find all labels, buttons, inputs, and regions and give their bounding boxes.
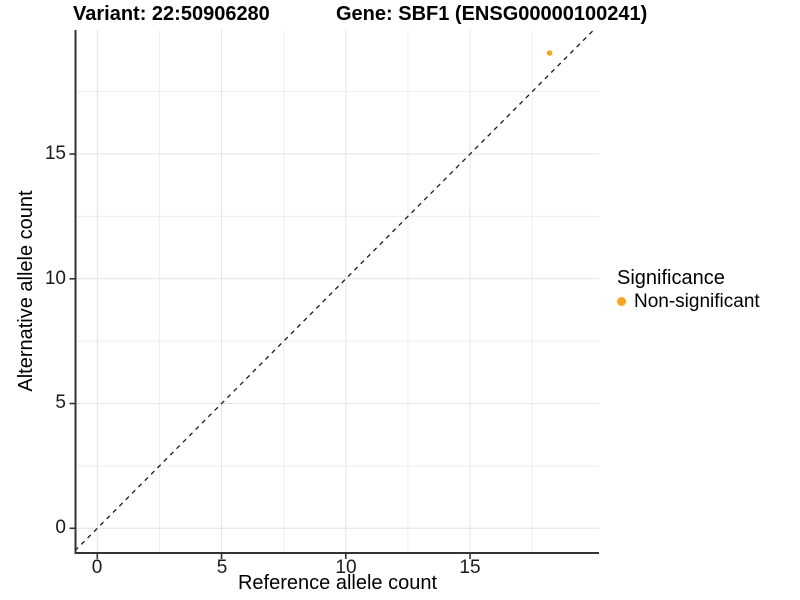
data-point [546, 50, 553, 56]
x-axis-tick-label: 10 [335, 557, 357, 578]
y-axis-tick-label: 10 [44, 268, 66, 289]
x-axis-tick-label: 5 [216, 557, 228, 578]
y-axis-tick-label: 0 [55, 517, 66, 538]
y-axis-tick-label: 15 [44, 143, 66, 164]
y-axis-title: Alternative allele count [15, 190, 37, 392]
legend: Significance Non-significant [617, 266, 760, 312]
legend-item-label: Non-significant [634, 291, 760, 312]
x-axis-title: Reference allele count [237, 572, 437, 594]
y-axis-tick-label: 5 [55, 392, 66, 413]
plot-title-gene: Gene: SBF1 (ENSG00000100241) [336, 3, 648, 25]
legend-point-icon [617, 297, 626, 306]
legend-item-non-significant: Non-significant [617, 291, 760, 312]
plot-title-variant: Variant: 22:50906280 [73, 3, 270, 25]
legend-title: Significance [617, 267, 725, 289]
x-axis-tick-label: 0 [91, 557, 103, 578]
x-axis-tick-label: 15 [459, 557, 481, 578]
